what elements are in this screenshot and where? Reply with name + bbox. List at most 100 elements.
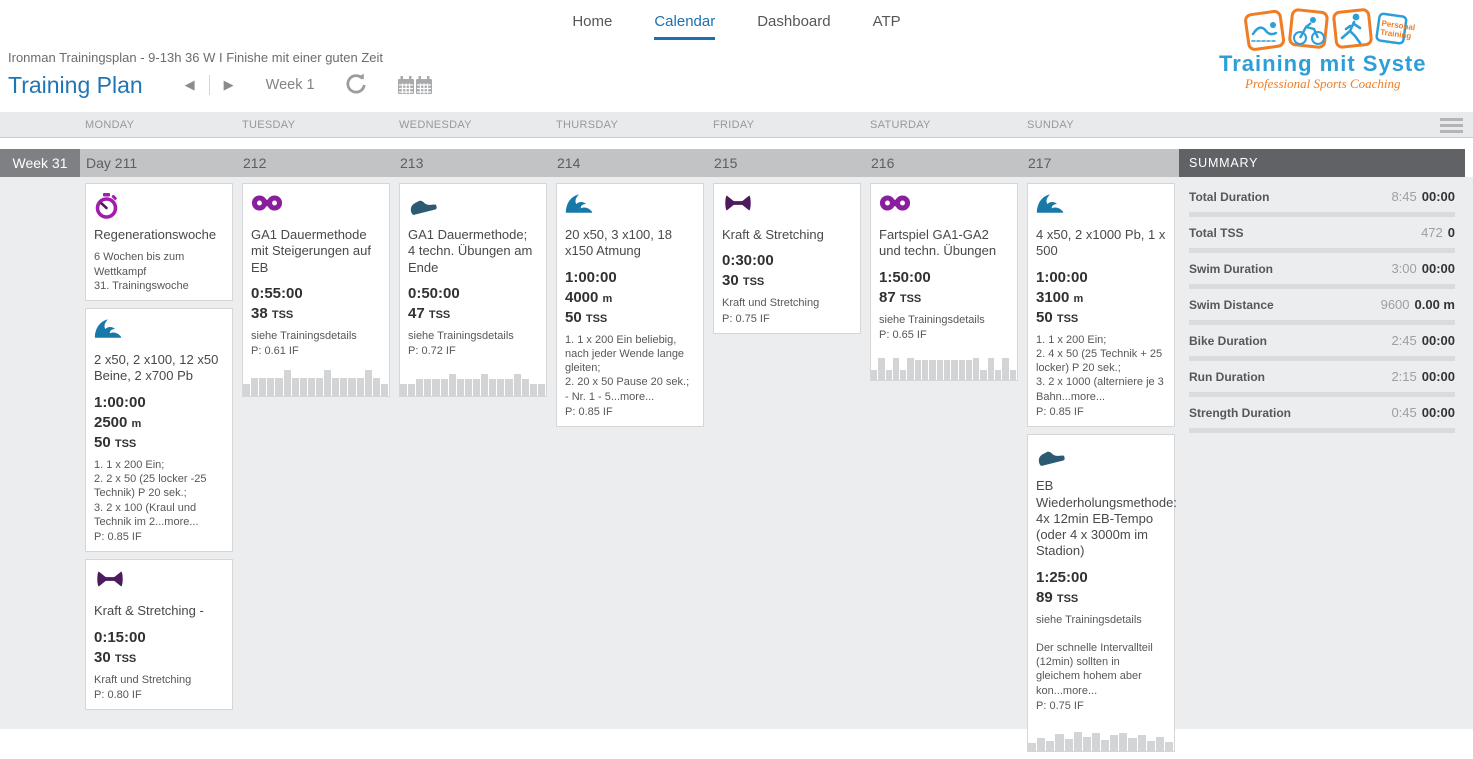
logo-badge-box	[1375, 12, 1408, 45]
nav-tab-atp[interactable]: ATP	[872, 13, 901, 30]
workout-card-swim[interactable]: 2 x50, 2 x100, 12 x50 Beine, 2 x700 Pb 1:…	[85, 308, 233, 553]
summary-progress-bar	[1189, 392, 1455, 397]
summary-label: Swim Distance	[1189, 298, 1274, 312]
summary-progress-bar	[1189, 212, 1455, 217]
workout-card-swim[interactable]: 4 x50, 2 x1000 Pb, 1 x 500 1:00:00 3100 m 5…	[1027, 183, 1175, 428]
title-block: Ironman Trainingsplan - 9-13h 36 W I Fin…	[0, 50, 1473, 103]
workout-duration: 0:15:00	[94, 628, 146, 646]
summary-values: 2:45 00:00	[1391, 332, 1455, 350]
refresh-icon[interactable]	[345, 74, 367, 96]
workout-card-bike[interactable]: Fartspiel GA1-GA2 und techn. Übungen 1:50…	[870, 183, 1018, 382]
week-row: Week 31 Day 211 212 213 214 215 216 217 SUMMAR…	[0, 149, 1473, 177]
summary-row-line: Total TSS 472 0	[1189, 224, 1455, 242]
summary-values: 0:45 00:00	[1391, 404, 1455, 422]
workout-description: Der schnelle Intervallteil (12min) sollt…	[1036, 641, 1153, 697]
workout-duration: 1:00:00	[565, 268, 617, 286]
page-title: Training Plan	[8, 71, 143, 98]
workout-profile-graph	[400, 366, 546, 397]
summary-progress-bar	[1189, 356, 1455, 361]
workout-profile-graph	[871, 350, 1017, 381]
day-header-sunday: SUNDAY	[1027, 118, 1074, 131]
summary-planned-value: 9600	[1380, 297, 1410, 312]
workout-description: siehe Trainingsdetails	[1036, 613, 1142, 626]
workout-tss: 89 TSS	[1036, 588, 1079, 606]
workout-card-run[interactable]: GA1 Dauermethode; 4 techn. Übungen am En…	[399, 183, 547, 398]
workout-description: 1. 1 x 200 Ein beliebig, nach jeder Wend…	[565, 333, 690, 403]
nav-tab-dashboard[interactable]: Dashboard	[757, 13, 831, 30]
workout-title: Kraft & Stretching	[722, 227, 824, 242]
summary-actual-value: 00:00	[1421, 333, 1455, 348]
swim-icon	[94, 318, 224, 344]
logo-run-box	[1332, 8, 1373, 49]
summary-row-line: Strength Duration 0:45 00:00	[1189, 404, 1455, 422]
logo-tagline: Professional Sports Coaching	[1244, 76, 1401, 91]
day-number-cell: 217	[1022, 149, 1179, 177]
day-header-wednesday: WEDNESDAY	[399, 118, 472, 131]
top-bar: Home Calendar Dashboard ATP	[0, 0, 1473, 91]
summary-progress-bar	[1189, 284, 1455, 289]
note-card[interactable]: Regenerationswoche 6 Wochen bis zum Wettk…	[85, 183, 233, 302]
workout-duration: 0:55:00	[251, 284, 303, 302]
day-column-tuesday: GA1 Dauermethode mit Steigerungen auf EB…	[237, 177, 394, 759]
summary-actual-value: 0	[1447, 225, 1455, 240]
summary-values: 3:00 00:00	[1391, 260, 1455, 278]
calendar-board: Regenerationswoche 6 Wochen bis zum Wettk…	[0, 177, 1473, 753]
prev-week-button[interactable]: ◀	[184, 77, 195, 93]
nav-tab-calendar[interactable]: Calendar	[654, 13, 716, 40]
day-number-cell: 212	[237, 149, 394, 177]
workout-card-strength[interactable]: Kraft & Stretching 0:30:00 30 TSS Kraft und…	[713, 183, 861, 334]
workout-card-swim[interactable]: 20 x50, 3 x100, 18 x150 Atmung 1:00:00 400…	[556, 183, 704, 428]
summary-values: 472 0	[1421, 224, 1455, 242]
main-nav: Home Calendar Dashboard ATP	[0, 0, 1473, 40]
summary-progress-bar	[1189, 320, 1455, 325]
logo-swimmer-icon	[1251, 22, 1278, 42]
menu-icon[interactable]	[1440, 118, 1463, 136]
workout-title: Fartspiel GA1-GA2 und techn. Übungen	[879, 227, 997, 259]
summary-values: 2:15 00:00	[1391, 368, 1455, 386]
workout-duration: 0:30:00	[722, 252, 774, 270]
workout-card-run[interactable]: EB Wiederholungsmethode: 4x 12min EB-Tem…	[1027, 434, 1177, 753]
workout-intensity: P: 0.85 IF	[1036, 405, 1084, 418]
workout-intensity: P: 0.75 IF	[722, 312, 770, 325]
workout-description: 1. 1 x 200 Ein; 2. 2 x 50 (25 locker -25…	[94, 458, 207, 528]
summary-row: Total TSS 472 0	[1189, 217, 1455, 253]
summary-planned-value: 2:15	[1391, 369, 1417, 384]
workout-duration: 0:50:00	[408, 284, 460, 302]
calendar-icon[interactable]	[397, 74, 433, 97]
summary-planned-value: 3:00	[1391, 261, 1417, 276]
swim-icon	[1036, 193, 1166, 219]
workout-description: siehe Trainingsdetails	[408, 329, 514, 342]
workout-tss: 30 TSS	[94, 648, 137, 666]
summary-panel: Total Duration 8:45 00:00 Total TSS 472 0 Swim…	[1179, 177, 1465, 433]
bike-icon	[251, 193, 381, 219]
summary-actual-value: 0.00 m	[1414, 297, 1455, 312]
day-number-cell: 213	[394, 149, 551, 177]
day-header-tuesday: TUESDAY	[242, 118, 296, 131]
logo-bike-box	[1288, 8, 1329, 49]
workout-card-bike[interactable]: GA1 Dauermethode mit Steigerungen auf EB…	[242, 183, 390, 398]
workout-description: Kraft und Stretching	[94, 673, 192, 686]
summary-row: Swim Duration 3:00 00:00	[1189, 253, 1455, 289]
workout-tss: 47 TSS	[408, 304, 451, 322]
logo-badge-text-2: Training	[1380, 28, 1412, 41]
day-column-monday: Regenerationswoche 6 Wochen bis zum Wettk…	[80, 177, 237, 759]
workout-intensity: P: 0.61 IF	[251, 345, 299, 358]
workout-duration: 1:25:00	[1036, 568, 1088, 586]
workout-intensity: P: 0.75 IF	[1036, 700, 1084, 713]
summary-planned-value: 472	[1421, 225, 1443, 240]
day-number-cell: 215	[708, 149, 865, 177]
workout-description: 1. 1 x 200 Ein; 2. 4 x 50 (25 Technik + …	[1036, 333, 1164, 403]
workout-description: siehe Trainingsdetails	[251, 329, 357, 342]
summary-progress-bar	[1189, 248, 1455, 253]
workout-description: Kraft und Stretching	[722, 297, 820, 310]
bike-icon	[879, 193, 1009, 219]
workout-card-strength[interactable]: Kraft & Stretching - 0:15:00 30 TSS Kraft u…	[85, 559, 233, 711]
logo-runner-icon	[1340, 13, 1362, 45]
summary-label: Total TSS	[1189, 226, 1244, 240]
dumbbell-icon	[722, 193, 852, 219]
summary-row-line: Swim Distance 9600 0.00 m	[1189, 296, 1455, 314]
nav-tab-home[interactable]: Home	[572, 13, 613, 30]
summary-header: SUMMARY	[1179, 149, 1465, 177]
swim-icon	[565, 193, 695, 219]
next-week-button[interactable]: ▶	[223, 77, 234, 93]
